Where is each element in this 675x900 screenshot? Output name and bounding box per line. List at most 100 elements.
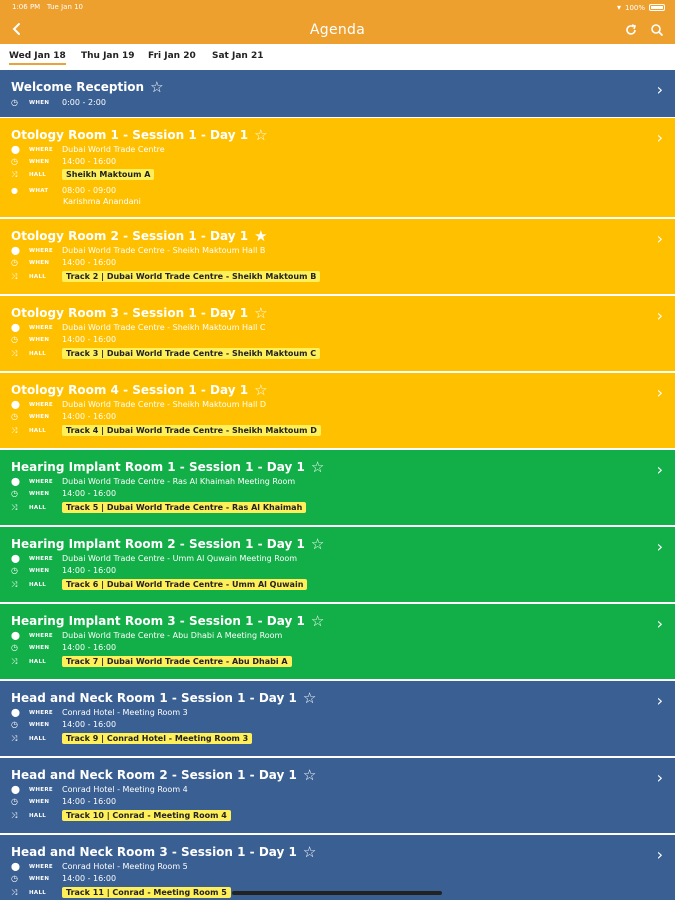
refresh-icon (626, 24, 637, 35)
session-card[interactable]: Head and Neck Room 2 - Session 1 - Day 1… (0, 758, 675, 833)
what-label: WHAT (29, 187, 49, 194)
location-pin-icon: ⬤ (11, 400, 20, 409)
back-button[interactable] (6, 18, 28, 40)
session-title-text: Welcome Reception (11, 80, 145, 94)
chevron-right-icon: › (656, 80, 663, 99)
hall-row: ⤨ HALL Track 2 | Dubai World Trade Centr… (11, 271, 321, 282)
clock-icon: ◷ (11, 157, 18, 166)
where-label: WHERE (29, 786, 53, 793)
when-value: 14:00 - 16:00 (62, 412, 117, 421)
where-label: WHERE (29, 146, 53, 153)
star-outline-icon[interactable]: ☆ (310, 535, 325, 553)
what-row: ● WHAT 08:00 - 09:00 (11, 185, 116, 196)
where-row: ⬤ WHERE Dubai World Trade Centre - Sheik… (11, 322, 266, 333)
when-label: WHEN (29, 875, 50, 882)
hall-row: ⤨ HALL Track 4 | Dubai World Trade Centr… (11, 425, 321, 436)
session-card[interactable]: Otology Room 2 - Session 1 - Day 1 ★ › ⬤… (0, 219, 675, 294)
when-label: WHEN (29, 158, 50, 165)
clock-icon: ◷ (11, 720, 18, 729)
location-pin-icon: ⬤ (11, 323, 20, 332)
battery-percent: 100% (624, 3, 645, 12)
status-date-text: Tue Jan 10 (46, 3, 84, 11)
clock-icon: ◷ (11, 797, 18, 806)
star-outline-icon[interactable]: ☆ (310, 458, 325, 476)
where-label: WHERE (29, 632, 53, 639)
status-right: ▾ 100% (617, 3, 665, 12)
chevron-right-icon: › (656, 691, 663, 710)
location-pin-icon: ⬤ (11, 862, 20, 871)
hall-value: Track 2 | Dubai World Trade Centre - She… (62, 271, 321, 282)
tab-fri-jan-20[interactable]: Fri Jan 20 (148, 51, 196, 61)
star-filled-icon[interactable]: ★ (254, 227, 268, 245)
star-outline-icon[interactable]: ☆ (254, 381, 268, 399)
tab-wed-jan-18[interactable]: Wed Jan 18 (9, 51, 66, 65)
location-pin-icon: ⬤ (11, 785, 20, 794)
hall-label: HALL (29, 812, 47, 819)
where-value: Dubai World Trade Centre - Sheikh Maktou… (62, 400, 267, 409)
session-title: Head and Neck Room 1 - Session 1 - Day 1… (11, 689, 317, 707)
hall-row: ⤨ HALL Track 9 | Conrad Hotel - Meeting … (11, 733, 253, 744)
battery-icon (649, 4, 665, 11)
where-row: ⬤ WHERE Dubai World Trade Centre - Umm A… (11, 553, 297, 564)
session-card[interactable]: Head and Neck Room 1 - Session 1 - Day 1… (0, 681, 675, 756)
hall-label: HALL (29, 273, 47, 280)
session-title-text: Hearing Implant Room 2 - Session 1 - Day… (11, 537, 305, 551)
tab-thu-jan-19[interactable]: Thu Jan 19 (81, 51, 135, 61)
shuffle-icon: ⤨ (11, 579, 18, 589)
session-card[interactable]: Otology Room 3 - Session 1 - Day 1 ☆ › ⬤… (0, 296, 675, 371)
clock-icon: ◷ (11, 98, 18, 107)
when-label: WHEN (29, 99, 50, 106)
when-label: WHEN (29, 336, 50, 343)
session-card[interactable]: Otology Room 4 - Session 1 - Day 1 ☆ › ⬤… (0, 373, 675, 448)
session-title-text: Otology Room 1 - Session 1 - Day 1 (11, 128, 249, 142)
session-card[interactable]: Welcome Reception ☆ › ◷ WHEN 0:00 - 2:00 (0, 70, 675, 117)
where-row: ⬤ WHERE Dubai World Trade Centre - Abu D… (11, 630, 282, 641)
star-outline-icon[interactable]: ☆ (150, 78, 164, 96)
shuffle-icon: ⤨ (11, 810, 18, 820)
session-card[interactable]: Otology Room 1 - Session 1 - Day 1 ☆ › ⬤… (0, 118, 675, 217)
when-value: 14:00 - 16:00 (62, 874, 117, 883)
home-indicator[interactable] (232, 891, 442, 895)
star-outline-icon[interactable]: ☆ (310, 612, 325, 630)
where-row: ⬤ WHERE Dubai World Trade Centre (11, 144, 165, 155)
where-value: Dubai World Trade Centre - Sheikh Maktou… (62, 323, 266, 332)
when-value: 14:00 - 16:00 (62, 797, 117, 806)
hall-value: Track 10 | Conrad - Meeting Room 4 (62, 810, 231, 821)
hall-row: ⤨ HALL Track 5 | Dubai World Trade Centr… (11, 502, 307, 513)
session-card[interactable]: Head and Neck Room 3 - Session 1 - Day 1… (0, 835, 675, 900)
when-label: WHEN (29, 490, 50, 497)
star-outline-icon[interactable]: ☆ (254, 126, 268, 144)
clock-icon: ◷ (11, 566, 18, 575)
search-button[interactable] (647, 20, 667, 40)
star-outline-icon[interactable]: ☆ (302, 766, 317, 784)
when-row: ◷ WHEN 14:00 - 16:00 (11, 796, 116, 807)
chevron-right-icon: › (656, 229, 663, 248)
clock-icon: ◷ (11, 258, 18, 267)
session-card[interactable]: Hearing Implant Room 3 - Session 1 - Day… (0, 604, 675, 679)
hall-label: HALL (29, 350, 47, 357)
where-value: Conrad Hotel - Meeting Room 5 (62, 862, 188, 871)
where-label: WHERE (29, 555, 53, 562)
refresh-button[interactable] (621, 20, 641, 40)
when-row: ◷ WHEN 14:00 - 16:00 (11, 411, 116, 422)
star-outline-icon[interactable]: ☆ (302, 843, 317, 861)
when-row: ◷ WHEN 14:00 - 16:00 (11, 488, 116, 499)
clock-icon: ◷ (11, 335, 18, 344)
when-label: WHEN (29, 259, 50, 266)
where-value: Dubai World Trade Centre - Abu Dhabi A M… (62, 631, 283, 640)
where-row: ⬤ WHERE Conrad Hotel - Meeting Room 5 (11, 861, 188, 872)
where-label: WHERE (29, 863, 53, 870)
star-outline-icon[interactable]: ☆ (302, 689, 317, 707)
session-card[interactable]: Hearing Implant Room 2 - Session 1 - Day… (0, 527, 675, 602)
info-icon: ● (11, 186, 18, 195)
star-outline-icon[interactable]: ☆ (254, 304, 268, 322)
hall-label: HALL (29, 427, 47, 434)
where-row: ⬤ WHERE Conrad Hotel - Meeting Room 4 (11, 784, 188, 795)
tab-sat-jan-21[interactable]: Sat Jan 21 (212, 51, 264, 61)
chevron-right-icon: › (656, 383, 663, 402)
location-pin-icon: ⬤ (11, 145, 20, 154)
location-pin-icon: ⬤ (11, 554, 20, 563)
where-label: WHERE (29, 401, 53, 408)
session-card[interactable]: Hearing Implant Room 1 - Session 1 - Day… (0, 450, 675, 525)
session-title-text: Hearing Implant Room 3 - Session 1 - Day… (11, 614, 305, 628)
